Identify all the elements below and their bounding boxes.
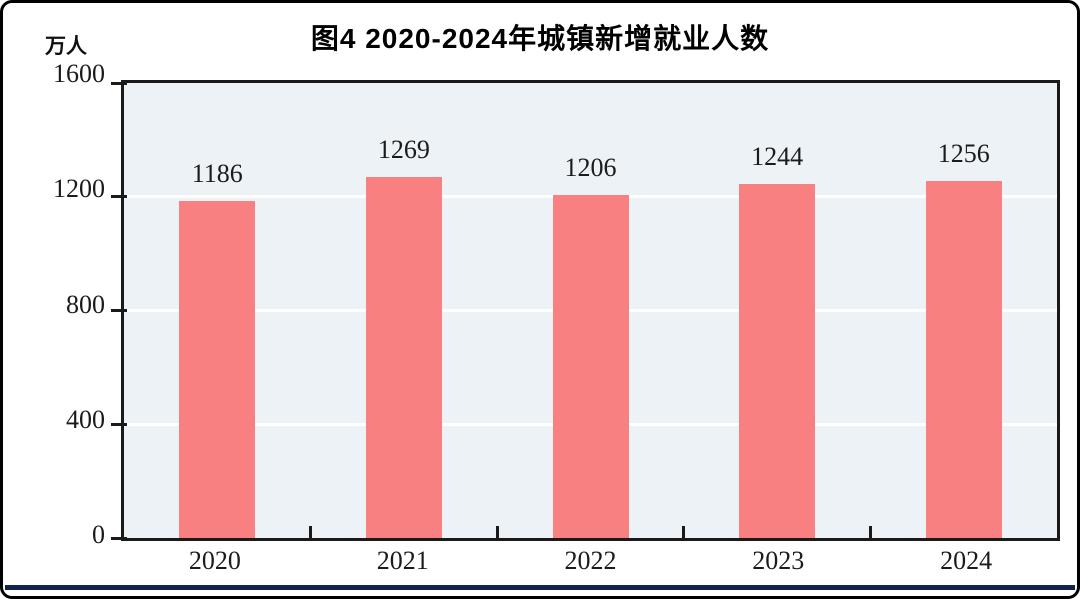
x-axis-label-2021: 2021 <box>376 546 429 575</box>
x-tick-mark-1 <box>309 526 313 538</box>
y-axis-tick-label: 400 <box>66 404 105 434</box>
x-axis-label-2024: 2024 <box>940 546 993 575</box>
y-axis-tick-label: 1600 <box>53 59 105 88</box>
y-axis-tick-label: 0 <box>92 520 105 549</box>
x-axis: 2020 2021 2022 2023 2024 <box>121 546 1060 580</box>
y-tick-mark-400 <box>111 422 127 426</box>
bar-2021 <box>365 177 442 538</box>
y-tick-mark-1200 <box>111 195 127 199</box>
y-tick-mark-1600 <box>111 81 127 85</box>
y-tick-mark-0 <box>111 536 127 540</box>
y-axis-unit-label: 万人 <box>45 35 87 58</box>
bar-value-label-2022: 1206 <box>564 153 617 183</box>
x-axis-label-2020: 2020 <box>188 546 241 575</box>
plot-area: 1186 1269 1206 1244 1256 <box>111 80 1060 541</box>
bar-value-label-2024: 1256 <box>937 138 990 168</box>
bar-2022 <box>552 195 629 538</box>
x-axis-label-2023: 2023 <box>752 546 805 575</box>
chart-title: 图4 2020-2024年城镇新增就业人数 <box>310 23 770 54</box>
bar-value-label-2020: 1186 <box>191 158 243 188</box>
bar-value-label-2023: 1244 <box>751 142 804 172</box>
x-axis-label-2022: 2022 <box>564 546 617 575</box>
bar-2023 <box>739 184 816 538</box>
x-tick-mark-4 <box>868 526 872 538</box>
bar-2024 <box>925 180 1002 538</box>
y-tick-mark-800 <box>111 309 127 312</box>
y-axis-tick-label: 1200 <box>53 174 105 204</box>
x-tick-mark-3 <box>682 526 686 538</box>
y-axis-tick-label: 800 <box>66 289 105 319</box>
bar-value-label-2021: 1269 <box>377 135 430 165</box>
footer-rule <box>5 585 1075 590</box>
x-tick-mark-2 <box>495 526 499 538</box>
y-axis: 0 400 800 1200 1600 <box>3 61 105 548</box>
bar-2020 <box>179 200 256 538</box>
